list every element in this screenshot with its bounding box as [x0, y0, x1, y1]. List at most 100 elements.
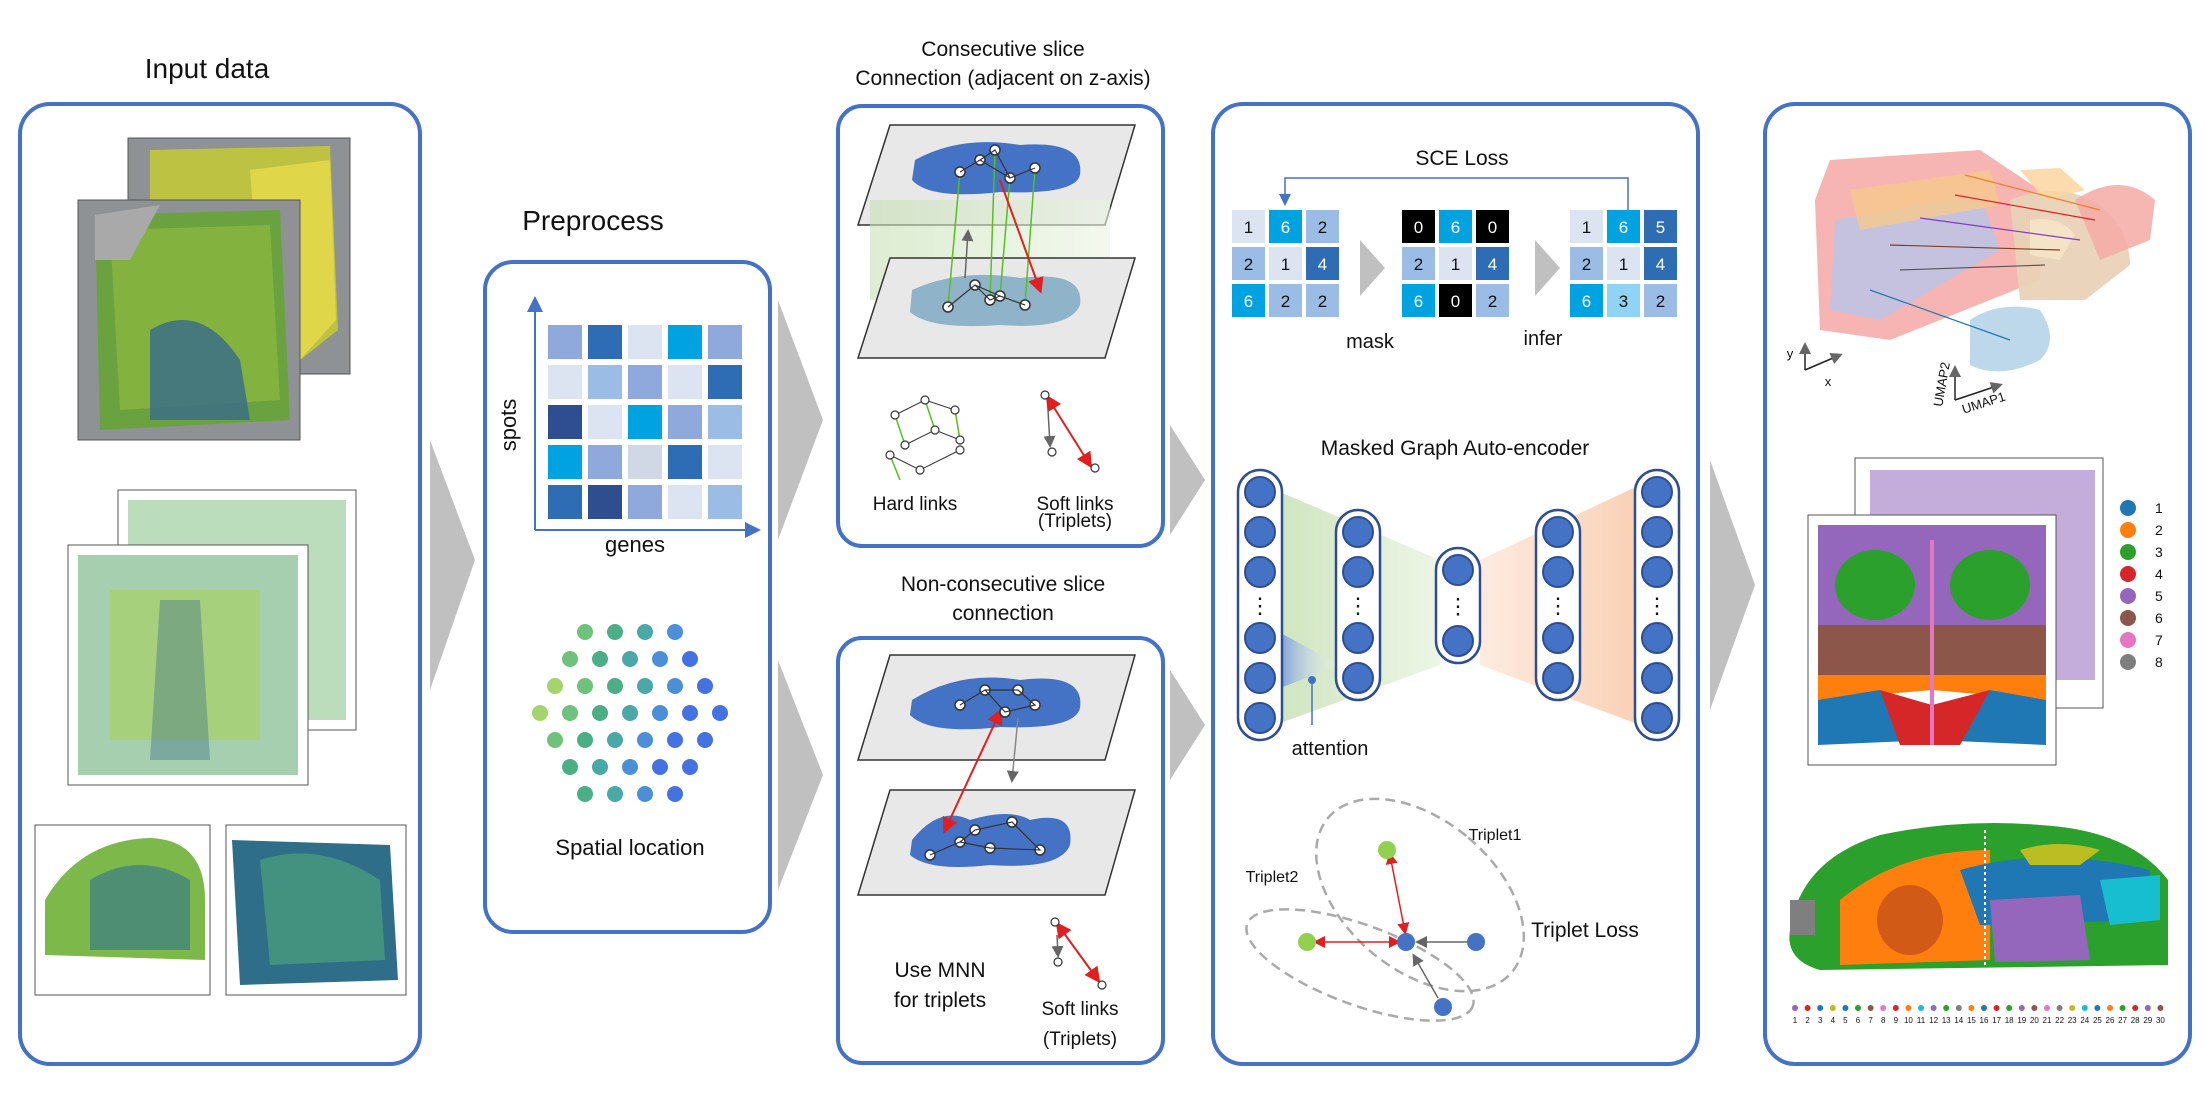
spatial-location-label: Spatial location: [555, 835, 704, 860]
spatial-dot: [652, 759, 668, 775]
bottom-legend-label: 21: [2043, 1016, 2052, 1025]
matrix-value-cell: [1607, 210, 1640, 243]
spatial-dot: [622, 651, 638, 667]
spatial-dot: [637, 732, 653, 748]
legend-label: 4: [2155, 566, 2163, 582]
matrix-value-cell: [1306, 210, 1339, 243]
bottom-legend-label: 23: [2068, 1016, 2077, 1025]
consecutive-soft-links-label2: (Triplets): [1038, 511, 1112, 532]
matrix-value: 1: [1451, 255, 1460, 274]
spatial-dot: [697, 678, 713, 694]
autoencoder-diagram: ⋮ ⋮ ⋮ ⋮ ⋮: [1236, 468, 1681, 742]
gene-expression-matrix: spots genes: [496, 296, 761, 557]
bottom-legend-label: 25: [2093, 1016, 2102, 1025]
bottom-legend-swatch: [1993, 1005, 2000, 1011]
bottom-legend-swatch: [1892, 1005, 1899, 1011]
neuron: [1244, 516, 1276, 548]
consecutive-title-line2: Connection (adjacent on z-axis): [855, 67, 1150, 90]
matrix-cell: [708, 365, 742, 399]
bottom-legend-swatch: [2157, 1005, 2164, 1011]
bottom-legend-label: 12: [1929, 1016, 1938, 1025]
spatial-dot: [682, 705, 698, 721]
matrix-value: 2: [1318, 292, 1327, 311]
mnn-label-line1: Use MNN: [894, 959, 985, 982]
matrix-y-label: spots: [496, 399, 521, 452]
bottom-legend-swatch: [2006, 1005, 2013, 1011]
bottom-legend-swatch: [2069, 1005, 2076, 1011]
spatial-dot: [592, 705, 608, 721]
matrix-value: 6: [1244, 292, 1253, 311]
neuron: [1342, 516, 1374, 548]
bottom-legend-swatch: [2056, 1005, 2063, 1011]
legend-label: 1: [2155, 500, 2163, 516]
neuron: [1342, 662, 1374, 694]
matrix-cell: [548, 365, 582, 399]
consecutive-slice-planes: [856, 124, 1137, 359]
hard-links-label: Hard links: [873, 494, 957, 515]
matrix-cell: [708, 405, 742, 439]
matrix-cell: [588, 405, 622, 439]
bottom-legend-label: 5: [1843, 1016, 1848, 1025]
matrix-cell: [668, 445, 702, 479]
flow-arrow-4: [1710, 460, 1755, 710]
matrix-value-cell: [1476, 247, 1509, 280]
neuron: [1342, 622, 1374, 654]
matrix-value: 4: [1656, 255, 1665, 274]
bottom-legend-label: 4: [1831, 1016, 1836, 1025]
flow-arrow-3a: [1170, 425, 1205, 535]
spatial-dot: [592, 759, 608, 775]
matrix-value-cell: [1306, 247, 1339, 280]
matrix-value: 1: [1281, 255, 1290, 274]
bottom-legend-label: 14: [1954, 1016, 1963, 1025]
bottom-legend-label: 10: [1904, 1016, 1913, 1025]
bottom-legend-label: 28: [2131, 1016, 2140, 1025]
model-panel: [1211, 102, 1700, 1066]
bottom-legend-swatch: [2081, 1005, 2088, 1011]
matrix-value-cell: [1269, 247, 1302, 280]
flow-arrow-2a: [778, 300, 823, 540]
bottom-legend-label: 1: [1793, 1016, 1798, 1025]
matrix-value-cell: [1402, 210, 1435, 243]
bottom-legend-swatch: [1842, 1005, 1849, 1011]
legend-swatch: [2120, 500, 2136, 516]
matrix-cell: [628, 445, 662, 479]
matrix-value-cell: [1439, 284, 1472, 317]
matrix-cell: [548, 445, 582, 479]
matrix-value: 0: [1451, 292, 1460, 311]
spatial-dot: [607, 786, 623, 802]
matrix-cell: [548, 405, 582, 439]
layer-ellipsis: ⋮: [1646, 593, 1668, 618]
neuron: [1641, 702, 1673, 734]
matrix-value-cell: [1644, 247, 1677, 280]
consecutive-title-line1: Consecutive slice: [921, 38, 1084, 61]
network-layer: [1334, 508, 1382, 702]
spatial-dot: [712, 705, 728, 721]
bottom-legend-swatch: [1829, 1005, 1836, 1011]
bottom-legend-swatch: [2132, 1005, 2139, 1011]
matrix-cell: [588, 445, 622, 479]
spatial-dot: [652, 651, 668, 667]
matrix-value-cell: [1607, 247, 1640, 280]
bottom-legend-swatch: [2018, 1005, 2025, 1011]
spatial-dot: [562, 705, 578, 721]
spatial-dot: [592, 651, 608, 667]
matrix-value-cell: [1269, 284, 1302, 317]
bottom-legend-swatch: [1804, 1005, 1811, 1011]
input-panel: [18, 102, 422, 1066]
neuron: [1542, 556, 1574, 588]
matrix-value-cell: [1476, 210, 1509, 243]
bottom-legend-label: 3: [1818, 1016, 1823, 1025]
bottom-legend-swatch: [2119, 1005, 2126, 1011]
matrix-value-cell: [1232, 247, 1265, 280]
bottom-legend-label: 7: [1868, 1016, 1873, 1025]
bottom-legend-label: 18: [2005, 1016, 2014, 1025]
nonconsecutive-panel: [836, 636, 1165, 1065]
matrix-value-cell: [1439, 210, 1472, 243]
input-title: Input data: [145, 53, 270, 84]
spatial-dot: [562, 759, 578, 775]
matrix-input: 1 6 2 2 1 4 6 2 2: [1232, 210, 1339, 317]
matrix-cell: [628, 405, 662, 439]
bottom-cluster-legend: 1 2 3 4 5 6 7 8 9 10 11 12 13 14 15 16 17 18 19 20 21 22 23 24 2…: [1792, 1005, 2165, 1025]
tissue-slice-stack-2: [67, 489, 357, 786]
neuron: [1542, 622, 1574, 654]
